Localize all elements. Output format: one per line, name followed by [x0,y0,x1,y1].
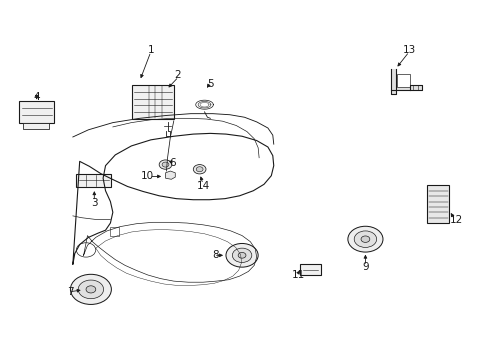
Bar [110,226,119,235]
Text: 10: 10 [141,171,154,181]
Text: 1: 1 [147,45,154,55]
Bar [23,123,49,129]
Circle shape [353,231,376,247]
Circle shape [360,236,369,242]
Text: 7: 7 [67,287,74,297]
Text: 2: 2 [173,70,180,80]
Text: 9: 9 [362,262,368,273]
Bar [396,74,409,87]
Circle shape [86,286,96,293]
Circle shape [76,243,96,257]
Circle shape [196,167,203,172]
Bar [390,69,395,94]
Circle shape [232,248,251,262]
Text: 6: 6 [169,158,176,168]
Circle shape [70,274,111,305]
Bar [427,185,448,223]
Bar [390,85,422,90]
Text: 11: 11 [291,270,304,280]
Text: 14: 14 [196,181,209,191]
Circle shape [347,226,382,252]
Circle shape [159,160,171,169]
Bar [132,85,173,119]
Circle shape [78,280,103,299]
Bar [300,264,320,275]
Text: 12: 12 [449,215,463,225]
Bar [19,101,54,123]
Circle shape [193,165,205,174]
Text: 5: 5 [206,79,213,89]
Text: 3: 3 [91,198,98,208]
Bar [76,174,111,187]
Circle shape [162,162,168,167]
Polygon shape [165,171,175,179]
Text: 8: 8 [212,250,218,260]
Text: 4: 4 [33,92,40,102]
Circle shape [238,252,245,258]
Text: 13: 13 [402,45,415,55]
Circle shape [225,243,258,267]
